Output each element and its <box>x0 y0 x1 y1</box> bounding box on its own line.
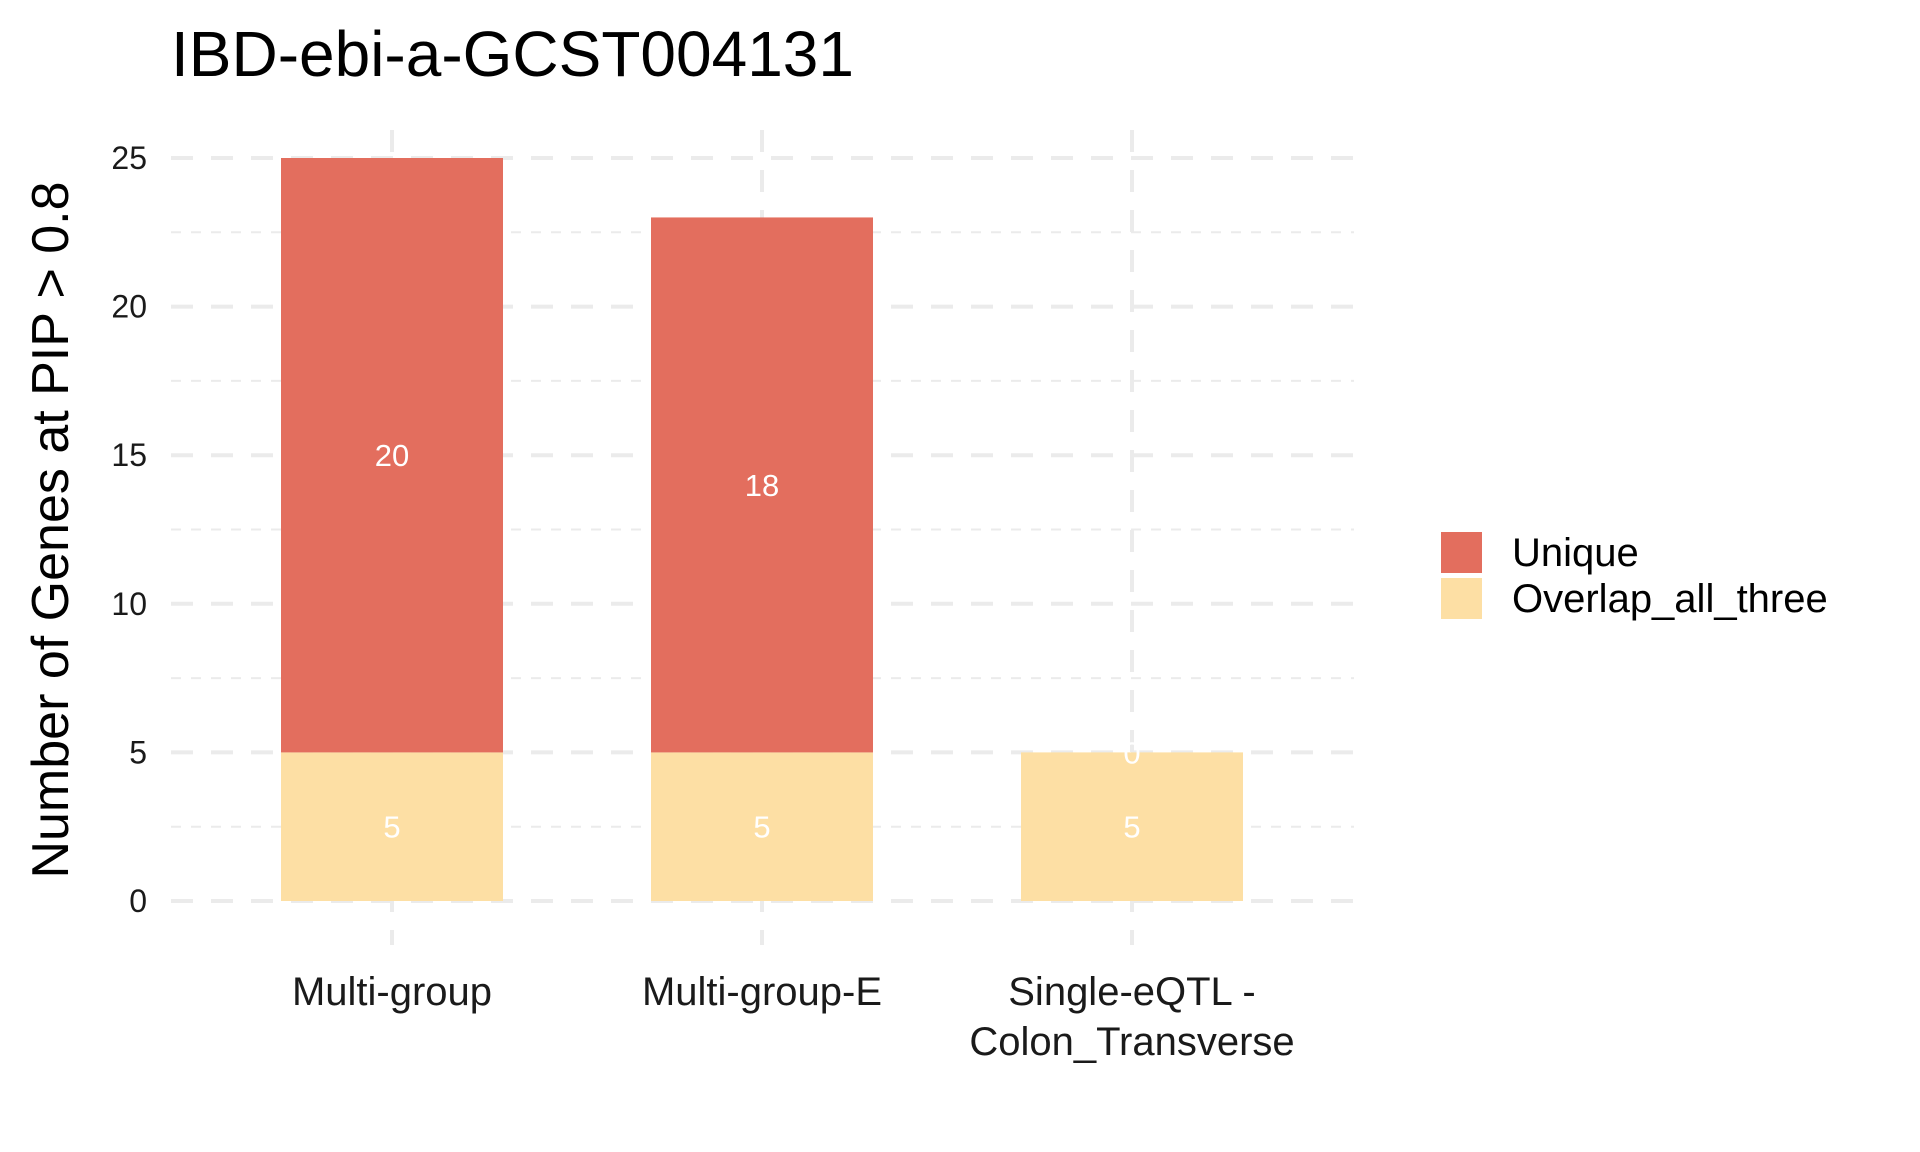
y-tick-label: 0 <box>129 883 147 919</box>
bar-segment-unique <box>651 217 873 753</box>
data-label: 0 <box>1123 735 1140 770</box>
y-tick-label: 20 <box>111 289 147 325</box>
chart-title: IBD-ebi-a-GCST004131 <box>171 18 854 90</box>
data-label: 5 <box>753 810 770 845</box>
data-label: 5 <box>1123 810 1140 845</box>
legend-key-overlap_all_three <box>1439 576 1484 621</box>
y-tick-label: 10 <box>111 586 147 622</box>
legend-label: Overlap_all_three <box>1512 577 1828 621</box>
legend-key-unique <box>1439 530 1484 575</box>
legend-label: Unique <box>1512 531 1639 575</box>
data-label: 18 <box>745 468 779 503</box>
y-tick-label: 5 <box>129 734 147 770</box>
data-label: 20 <box>375 438 409 473</box>
y-axis-label: Number of Genes at PIP > 0.8 <box>22 181 80 878</box>
data-label: 5 <box>383 810 400 845</box>
bar-segment-overlap_all_three <box>651 752 873 901</box>
bar-segment-overlap_all_three <box>281 752 503 901</box>
y-axis-ticks: 0 5 10 15 20 25 <box>111 140 147 919</box>
x-axis-ticks: Multi-group Multi-group-E Single-eQTL -Col… <box>292 970 1295 1064</box>
y-tick-label: 25 <box>111 140 147 176</box>
x-tick-label: Single-eQTL -Colon_Transverse <box>969 970 1294 1064</box>
x-tick-label: Multi-group <box>292 970 492 1014</box>
y-tick-label: 15 <box>111 437 147 473</box>
bar-segment-overlap_all_three <box>1021 752 1243 901</box>
x-tick-label: Multi-group-E <box>642 970 882 1014</box>
bars: 5 20 5 18 5 0 <box>281 158 1243 901</box>
bar-segment-unique <box>281 158 503 753</box>
